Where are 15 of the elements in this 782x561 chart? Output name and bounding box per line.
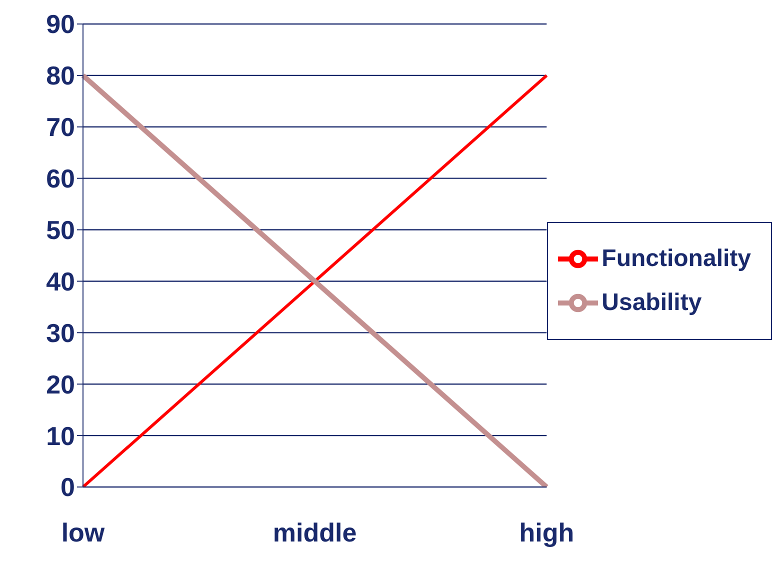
y-tick-label: 30 — [46, 318, 75, 348]
y-tick-label: 40 — [46, 266, 75, 296]
x-tick-label: low — [61, 517, 106, 548]
y-tick-label: 80 — [46, 60, 75, 91]
legend-label: Usability — [602, 288, 702, 316]
x-tick-label: middle — [272, 517, 357, 548]
legend-label: Functionality — [602, 244, 751, 272]
y-tick-label: 0 — [60, 472, 75, 502]
y-tick-label: 50 — [46, 215, 75, 246]
y-tick-label: 20 — [46, 369, 75, 400]
y-tick-label: 70 — [46, 112, 75, 142]
y-tick-label: 60 — [46, 164, 75, 194]
x-tick-label: high — [519, 517, 574, 548]
y-tick-label: 90 — [46, 9, 75, 40]
y-tick-label: 10 — [46, 420, 75, 451]
